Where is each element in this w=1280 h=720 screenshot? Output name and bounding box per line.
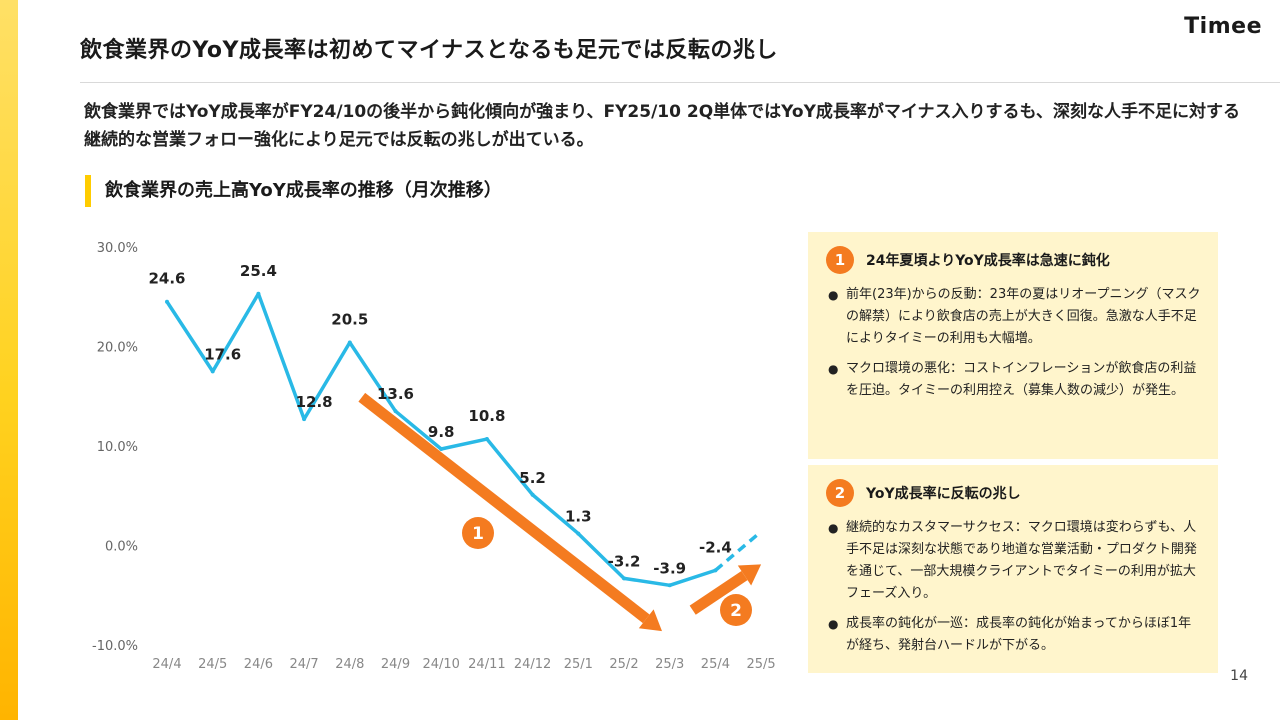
x-tick-label: 24/11 [468, 657, 505, 672]
x-tick-label: 25/2 [609, 657, 638, 672]
data-point [622, 576, 626, 581]
page-number: 14 [1230, 668, 1248, 684]
data-point [165, 299, 169, 304]
data-point [347, 340, 352, 345]
data-label: 5.2 [519, 469, 546, 487]
data-point [256, 291, 261, 296]
summary-text: 飲食業界ではYoY成長率がFY24/10の後半から鈍化傾向が強まり、FY25/1… [84, 102, 1241, 150]
panel-2-header: 2 YoY成長率に反転の兆し [826, 479, 1021, 507]
data-point [393, 409, 398, 414]
bullet-item: 継続的なカスタマーサクセス：マクロ環境は変わらずも、人手不足は深刻な状態であり地… [828, 517, 1203, 605]
x-tick-label: 25/4 [701, 657, 730, 672]
decline-arrow-shaft [358, 392, 650, 624]
left-accent-bar [0, 0, 18, 720]
data-label: -3.9 [653, 559, 686, 577]
x-tick-label: 24/6 [244, 657, 273, 672]
yoy-series-dashed-line [714, 530, 763, 572]
data-label: 20.5 [331, 311, 368, 329]
y-tick-label: 20.0% [97, 341, 138, 356]
bullet-item: マクロ環境の悪化：コストインフレーションが飲食店の利益を圧迫。タイミーの利用控え… [828, 358, 1203, 402]
panel-1-title: 24年夏頃よりYoY成長率は急速に鈍化 [866, 253, 1110, 269]
x-tick-label: 24/8 [335, 657, 364, 672]
y-tick-label: 0.0% [105, 540, 138, 555]
data-label: 9.8 [428, 423, 455, 441]
data-point [439, 446, 444, 451]
x-tick-label: 24/10 [422, 657, 459, 672]
data-label: 17.6 [204, 345, 241, 363]
x-tick-label: 25/1 [564, 657, 593, 672]
data-label: 1.3 [565, 508, 592, 526]
number-badge: 1 [826, 246, 854, 274]
number-badge: 2 [826, 479, 854, 507]
data-point [302, 417, 307, 422]
callout-panel-2: 2 YoY成長率に反転の兆し 継続的なカスタマーサクセス：マクロ環境は変わらずも… [808, 465, 1218, 673]
x-tick-label: 25/3 [655, 657, 684, 672]
data-point [530, 492, 535, 497]
bullet-item: 成長率の鈍化が一巡：成長率の鈍化が始まってからほぼ1年が経ち、発射台ハードルが下… [828, 613, 1203, 657]
panel-1-header: 1 24年夏頃よりYoY成長率は急速に鈍化 [826, 246, 1110, 274]
y-tick-label: -10.0% [92, 639, 138, 654]
data-label: -3.2 [608, 552, 641, 570]
chart-badge-1-label: 1 [472, 524, 484, 544]
data-label: 10.8 [468, 407, 505, 425]
bullet-item: 前年(23年)からの反動：23年の夏はリオープニング（マスクの解禁）により飲食店… [828, 284, 1203, 350]
data-label: 25.4 [240, 262, 277, 280]
chart-badge-2-label: 2 [730, 601, 742, 621]
rebound-arrow-shaft [689, 570, 748, 615]
panel-1-bullets: 前年(23年)からの反動：23年の夏はリオープニング（マスクの解禁）により飲食店… [828, 284, 1203, 410]
y-tick-label: 30.0% [97, 241, 138, 256]
x-tick-label: 24/9 [381, 657, 410, 672]
panel-2-bullets: 継続的なカスタマーサクセス：マクロ環境は変わらずも、人手不足は深刻な状態であり地… [828, 517, 1203, 665]
data-point [667, 583, 672, 588]
data-point [576, 531, 581, 536]
decline-arrow-head [638, 609, 662, 632]
section-heading: 飲食業界の売上高YoY成長率の推移（月次推移） [85, 175, 502, 207]
data-point [210, 369, 215, 374]
data-label: 12.8 [296, 393, 333, 411]
page-title: 飲食業界のYoY成長率は初めてマイナスとなるも足元では反転の兆し [80, 38, 778, 63]
yoy-line-chart: 30.0% 20.0% 10.0% 0.0% -10.0% 24/4 24/5 24/6 24/… [92, 241, 776, 672]
rebound-arrow-head [737, 564, 762, 586]
data-point [713, 568, 718, 573]
data-label: -2.4 [699, 538, 732, 556]
data-label: 13.6 [377, 385, 414, 403]
callout-panel-1: 1 24年夏頃よりYoY成長率は急速に鈍化 前年(23年)からの反動：23年の夏… [808, 232, 1218, 459]
x-tick-label: 24/7 [289, 657, 318, 672]
title-divider [80, 82, 1280, 83]
x-tick-label: 25/5 [746, 657, 775, 672]
chart-badge-2 [720, 594, 752, 626]
panel-2-title: YoY成長率に反転の兆し [866, 486, 1021, 502]
data-label: 24.6 [148, 270, 185, 288]
chart-badge-1 [462, 517, 494, 549]
y-tick-label: 10.0% [97, 440, 138, 455]
timee-logo: Timee [1184, 14, 1262, 39]
x-tick-label: 24/5 [198, 657, 227, 672]
data-point [484, 437, 489, 442]
x-tick-label: 24/4 [152, 657, 181, 672]
x-tick-label: 24/12 [514, 657, 551, 672]
